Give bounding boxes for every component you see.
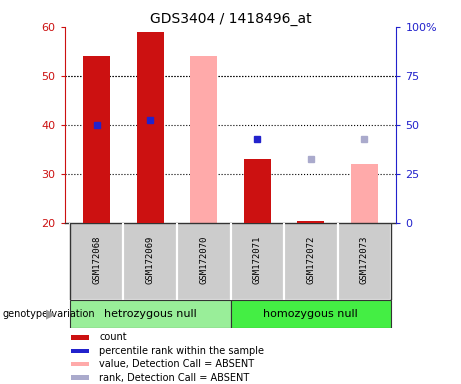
Text: GSM172068: GSM172068 <box>92 235 101 284</box>
Text: GSM172069: GSM172069 <box>146 235 155 284</box>
Bar <box>297 221 324 223</box>
Bar <box>124 223 177 300</box>
Bar <box>83 56 110 223</box>
Bar <box>351 164 378 223</box>
Bar <box>70 223 124 300</box>
Bar <box>71 349 89 353</box>
Text: ▶: ▶ <box>46 308 55 320</box>
Bar <box>230 300 391 328</box>
Bar <box>297 221 324 223</box>
Bar <box>70 300 230 328</box>
Text: rank, Detection Call = ABSENT: rank, Detection Call = ABSENT <box>100 373 250 383</box>
Text: GSM172073: GSM172073 <box>360 235 369 284</box>
Text: hetrozygous null: hetrozygous null <box>104 309 196 319</box>
Bar <box>284 223 337 300</box>
Title: GDS3404 / 1418496_at: GDS3404 / 1418496_at <box>150 12 311 26</box>
Text: GSM172072: GSM172072 <box>306 235 315 284</box>
Text: genotype/variation: genotype/variation <box>2 309 95 319</box>
Bar <box>177 223 230 300</box>
Bar <box>137 32 164 223</box>
Bar <box>337 223 391 300</box>
Text: percentile rank within the sample: percentile rank within the sample <box>100 346 265 356</box>
Bar <box>71 362 89 366</box>
Text: count: count <box>100 333 127 343</box>
Text: GSM172071: GSM172071 <box>253 235 262 284</box>
Text: value, Detection Call = ABSENT: value, Detection Call = ABSENT <box>100 359 254 369</box>
Text: homozygous null: homozygous null <box>263 309 358 319</box>
Bar <box>71 335 89 339</box>
Bar <box>244 159 271 223</box>
Bar <box>190 56 217 223</box>
Text: GSM172070: GSM172070 <box>199 235 208 284</box>
Bar <box>230 223 284 300</box>
Bar <box>71 376 89 380</box>
